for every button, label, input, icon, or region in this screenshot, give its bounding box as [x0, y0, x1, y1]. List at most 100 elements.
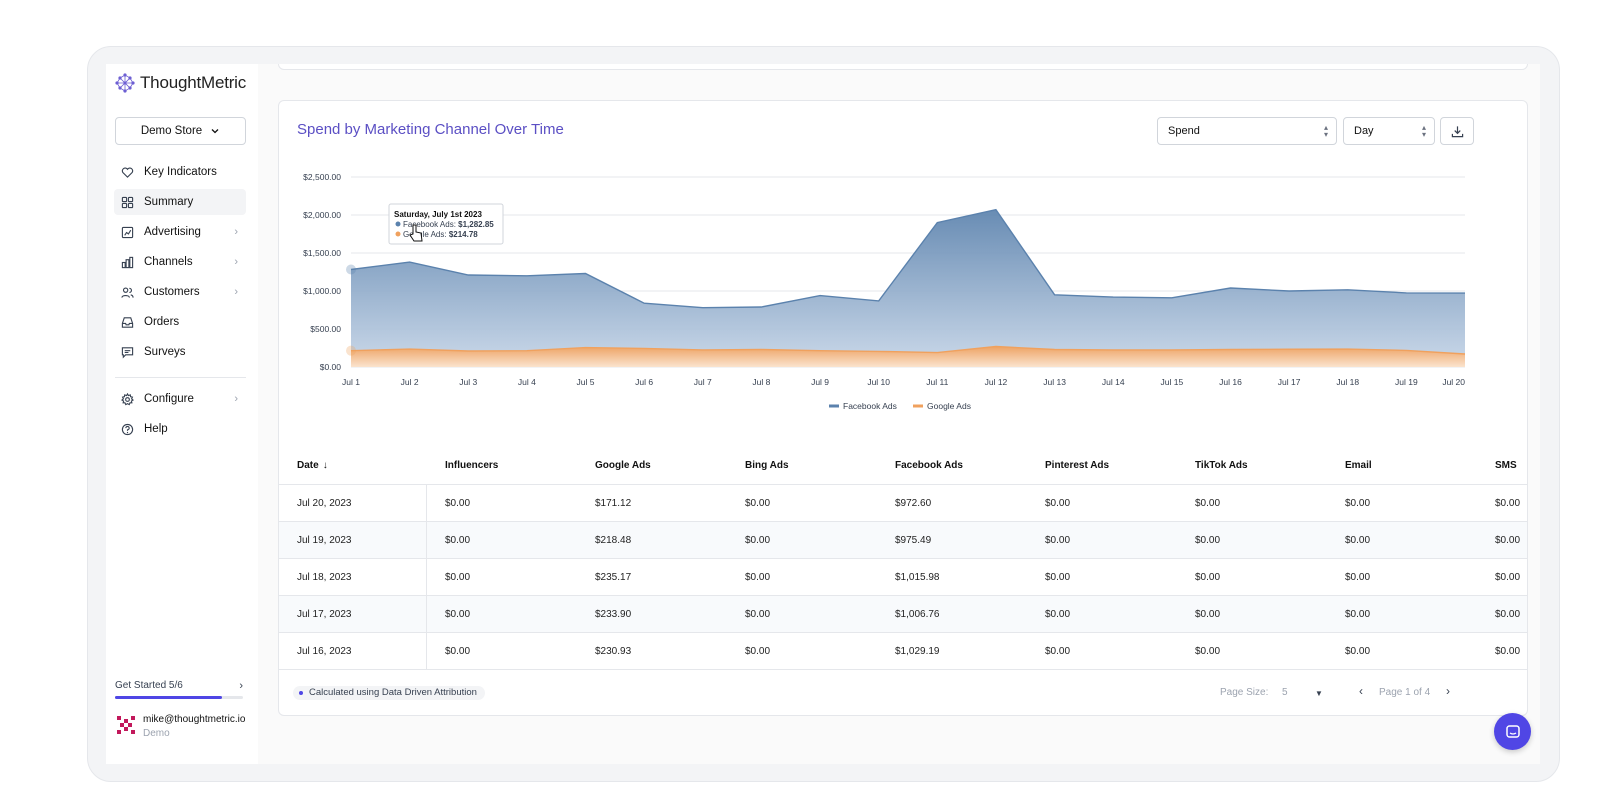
chevron-right-icon: ›: [234, 226, 238, 238]
table-cell: $0.00: [1345, 534, 1371, 546]
column-header-influencers[interactable]: Influencers: [427, 460, 577, 471]
column-header-label: Date: [297, 460, 319, 471]
column-header-email[interactable]: Email: [1327, 460, 1477, 471]
tooltip-row: Google Ads: $214.78: [403, 230, 478, 239]
column-header-facebook-ads[interactable]: Facebook Ads: [877, 460, 1027, 471]
column-header-label: Facebook Ads: [895, 460, 963, 471]
nav-item-channels[interactable]: Channels ›: [114, 249, 246, 275]
column-header-google-ads[interactable]: Google Ads: [577, 460, 727, 471]
spend-chart-card: Spend by Marketing Channel Over Time Spe…: [278, 100, 1528, 716]
nav-item-orders[interactable]: Orders: [114, 309, 246, 335]
column-header-label: Pinterest Ads: [1045, 460, 1110, 471]
heart-icon: [121, 166, 134, 179]
column-header-label: Email: [1345, 460, 1372, 471]
logo[interactable]: ThoughtMetric: [114, 72, 246, 94]
table-cell: $0.00: [1195, 608, 1221, 620]
user-profile[interactable]: mike@thoughtmetric.io Demo: [115, 714, 245, 739]
column-header-label: TikTok Ads: [1195, 460, 1248, 471]
metric-select-value: Spend: [1168, 125, 1200, 137]
column-header-tiktok-ads[interactable]: TikTok Ads: [1177, 460, 1327, 471]
tooltip-dot: [395, 221, 401, 227]
column-header-pinterest-ads[interactable]: Pinterest Ads: [1027, 460, 1177, 471]
column-header-bing-ads[interactable]: Bing Ads: [727, 460, 877, 471]
table-header: Date ↓ Influencers Google Ads Bing Ads Faceb…: [279, 447, 1527, 485]
y-tick-label: $1,500.00: [303, 248, 341, 258]
brand-name: ThoughtMetric: [140, 73, 247, 92]
prev-page-icon[interactable]: ‹: [1359, 684, 1363, 698]
nav-item-configure[interactable]: Configure ›: [114, 386, 246, 412]
table-cell: $0.00: [1495, 571, 1521, 583]
nav-item-help[interactable]: Help: [114, 416, 246, 442]
chat-icon: [1505, 724, 1520, 738]
hand-cursor-icon: [409, 224, 423, 242]
nav-item-surveys[interactable]: Surveys: [114, 339, 246, 365]
table-cell: $0.00: [1495, 534, 1521, 546]
nav-item-label: Configure: [144, 393, 194, 405]
area-chart: $0.00 $500.00 $1,000.00 $1,500.00 $2,000.00 $…: [303, 172, 1466, 411]
user-email: mike@thoughtmetric.io: [143, 714, 246, 725]
get-started-progress[interactable]: Get Started 5/6 ›: [115, 680, 243, 699]
previous-card: [278, 64, 1528, 70]
column-header-date[interactable]: Date ↓: [279, 447, 427, 484]
download-button[interactable]: [1440, 117, 1474, 145]
table-cell: Jul 20, 2023: [279, 485, 427, 521]
table-cell: $1,015.98: [895, 571, 940, 583]
nav-item-key-indicators[interactable]: Key Indicators: [114, 159, 246, 185]
table-cell: Jul 19, 2023: [279, 522, 427, 558]
y-tick-label: $0.00: [320, 362, 342, 372]
table-cell: $0.00: [1195, 645, 1221, 657]
app-window: ThoughtMetric Demo Store Key Indicators …: [106, 64, 1540, 764]
table-cell: $0.00: [745, 534, 771, 546]
user-role: Demo: [143, 728, 170, 739]
users-icon: [121, 286, 134, 299]
y-tick-label: $2,000.00: [303, 210, 341, 220]
table-row: Jul 16, 2023 $0.00 $230.93 $0.00 $1,029.19 $0…: [279, 633, 1527, 670]
chat-launcher-button[interactable]: [1494, 713, 1531, 750]
tooltip-dot: [395, 231, 401, 237]
series-line-facebook-ads: [350, 208, 1466, 309]
table-cell: $0.00: [1195, 571, 1221, 583]
column-header-sms[interactable]: SMS: [1477, 460, 1527, 471]
nav-item-advertising[interactable]: Advertising ›: [114, 219, 246, 245]
metric-select[interactable]: Spend ▴ ▾: [1157, 117, 1337, 145]
table-cell: $0.00: [445, 497, 471, 509]
nav-item-customers[interactable]: Customers ›: [114, 279, 246, 305]
table-cell: $975.49: [895, 534, 932, 546]
spend-table: Date ↓ Influencers Google Ads Bing Ads Faceb…: [279, 447, 1527, 670]
sort-desc-icon[interactable]: ↓: [322, 460, 328, 471]
period-select[interactable]: Day ▴ ▾: [1343, 117, 1435, 145]
next-page-icon[interactable]: ›: [1446, 684, 1450, 698]
table-cell: $0.00: [445, 534, 471, 546]
table-row: Jul 19, 2023 $0.00 $218.48 $0.00 $975.49 $0.0…: [279, 522, 1527, 559]
nav-item-summary[interactable]: Summary: [114, 189, 246, 215]
card-title: Spend by Marketing Channel Over Time: [297, 121, 564, 138]
nav-item-label: Orders: [144, 316, 180, 328]
hand-cursor-shape: [409, 224, 423, 242]
download-icon: [1451, 125, 1463, 137]
series-line-google-ads: [350, 345, 1466, 355]
table-cell: $0.00: [1345, 645, 1371, 657]
caret-down-icon[interactable]: ▼: [1315, 689, 1323, 698]
table-cell: Jul 17, 2023: [279, 596, 427, 632]
table-cell: Jul 16, 2023: [279, 633, 427, 669]
avatar: [115, 714, 137, 736]
x-tick-label: Jul 9: [811, 377, 829, 387]
table-cell: $0.00: [745, 645, 771, 657]
thoughtmetric-logo-icon: [115, 73, 135, 93]
page-size-select[interactable]: 5: [1282, 687, 1288, 698]
table-cell: $0.00: [1495, 645, 1521, 657]
chevron-updown-icon: ▴ ▾: [1323, 123, 1328, 139]
table-body: Jul 20, 2023 $0.00 $171.12 $0.00 $972.60 $0.0…: [279, 485, 1527, 670]
table-cell: $1,006.76: [895, 608, 940, 620]
table-cell: $0.00: [745, 608, 771, 620]
store-selector[interactable]: Demo Store: [115, 117, 246, 145]
table-cell: $1,029.19: [895, 645, 940, 657]
table-cell: $0.00: [1045, 497, 1071, 509]
chevron-right-icon: ›: [234, 393, 238, 405]
table-cell: $0.00: [1495, 608, 1521, 620]
table-cell: $0.00: [1195, 497, 1221, 509]
attribution-badge: Calculated using Data Driven Attribution: [293, 686, 485, 700]
table-cell: $0.00: [1345, 571, 1371, 583]
table-cell: $0.00: [1045, 608, 1071, 620]
page-size-label: Page Size:: [1220, 687, 1269, 698]
